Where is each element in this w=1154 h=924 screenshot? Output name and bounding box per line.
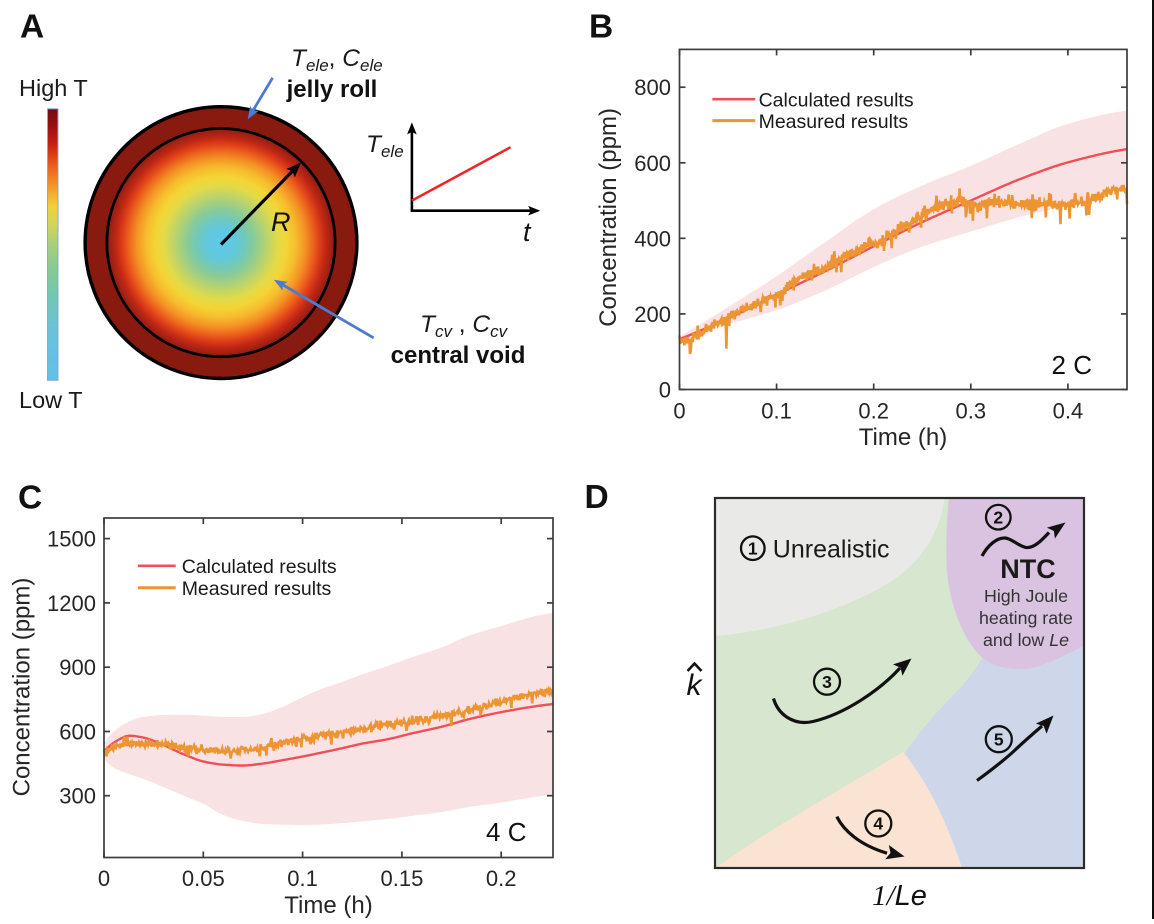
svg-text:0: 0 [659,378,671,403]
svg-text:Concentration (ppm): Concentration (ppm) [9,578,36,797]
svg-text:Tcv , Ccv: Tcv , Ccv [420,311,509,341]
svg-text:0.2: 0.2 [486,866,517,891]
svg-text:k: k [687,669,704,702]
svg-text:Low T: Low T [19,387,83,413]
svg-text:5: 5 [994,729,1004,749]
svg-text:D: D [585,479,609,516]
svg-text:0.2: 0.2 [858,399,889,424]
svg-text:400: 400 [634,226,671,251]
svg-text:heating rate: heating rate [979,608,1073,628]
svg-text:2: 2 [993,507,1003,527]
svg-text:3: 3 [822,672,832,692]
svg-text:central void: central void [391,342,526,369]
svg-text:High T: High T [19,75,88,101]
svg-text:300: 300 [59,784,96,809]
svg-text:0.1: 0.1 [761,399,792,424]
svg-text:0.1: 0.1 [287,866,318,891]
svg-text:2 C: 2 C [1052,350,1092,380]
svg-text:Time (h): Time (h) [859,424,947,451]
svg-text:Tele, Cele: Tele, Cele [291,45,383,75]
svg-text:900: 900 [59,655,96,680]
svg-text:Time (h): Time (h) [284,892,372,919]
svg-text:Calculated results: Calculated results [759,90,914,112]
svg-text:200: 200 [634,302,671,327]
svg-text:A: A [20,9,44,46]
svg-text:1: 1 [748,538,758,558]
svg-text:0.4: 0.4 [1053,399,1084,424]
svg-text:jelly roll: jelly roll [286,76,378,103]
svg-text:B: B [589,9,613,46]
svg-text:0: 0 [98,866,110,891]
svg-text:High Joule: High Joule [984,586,1068,606]
svg-text:1500: 1500 [47,527,96,552]
svg-text:4: 4 [873,814,883,834]
svg-text:Concentration (ppm): Concentration (ppm) [595,108,622,327]
svg-text:Tele: Tele [366,131,404,161]
svg-text:0.15: 0.15 [380,866,423,891]
svg-text:0.05: 0.05 [182,866,225,891]
svg-text:4 C: 4 C [486,817,526,847]
svg-text:t: t [523,217,532,247]
svg-text:600: 600 [59,720,96,745]
svg-text:1/Le: 1/Le [872,880,927,912]
svg-text:600: 600 [634,151,671,176]
svg-text:Calculated results: Calculated results [182,556,337,578]
svg-text:Measured results: Measured results [759,111,909,133]
svg-text:and low Le: and low Le [983,630,1069,650]
svg-text:C: C [18,480,42,517]
svg-text:1200: 1200 [47,591,96,616]
svg-text:Measured results: Measured results [182,578,332,600]
svg-text:Unrealistic: Unrealistic [773,536,890,564]
svg-text:R: R [271,207,291,237]
svg-text:NTC: NTC [1000,554,1056,584]
svg-text:0: 0 [673,399,685,424]
svg-text:800: 800 [634,75,671,100]
svg-text:0.3: 0.3 [956,399,987,424]
